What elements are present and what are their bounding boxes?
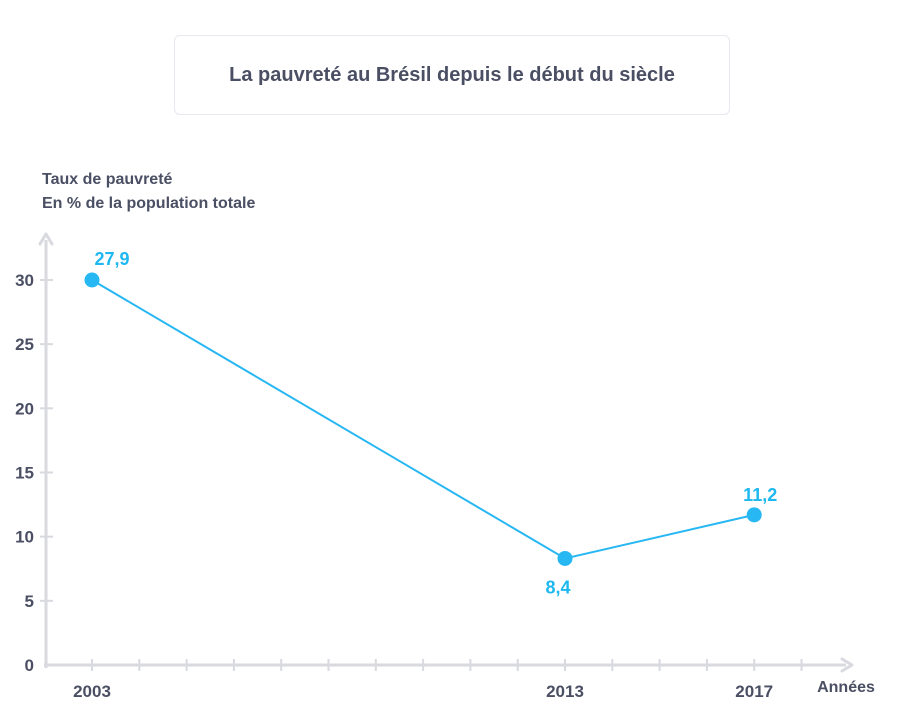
x-axis-arrow <box>840 657 854 673</box>
data-point <box>557 550 573 566</box>
x-tick-label: 2003 <box>73 682 111 701</box>
data-label: 8,4 <box>545 577 570 597</box>
y-tick-label: 15 <box>15 464 34 483</box>
chart-title: La pauvreté au Brésil depuis le début du… <box>229 63 675 86</box>
y-axis-label-line1: Taux de pauvreté <box>42 171 173 188</box>
series-line <box>91 279 755 560</box>
data-label: 27,9 <box>94 249 129 269</box>
y-tick-label: 10 <box>15 528 34 547</box>
y-tick-label: 20 <box>15 399 34 418</box>
y-tick-label: 5 <box>25 592 34 611</box>
y-axis-label-line2: En % de la population totale <box>42 195 256 212</box>
y-tick-label: 0 <box>25 656 34 675</box>
y-tick-label: 30 <box>15 271 34 290</box>
x-axis-label: Années <box>817 679 875 696</box>
x-tick-label: 2017 <box>735 682 773 701</box>
y-axis-arrow <box>38 232 54 246</box>
data-point <box>84 272 100 288</box>
x-tick-label: 2013 <box>546 682 584 701</box>
data-label: 11,2 <box>743 485 777 505</box>
chart-title-box: La pauvreté au Brésil depuis le début du… <box>174 35 730 115</box>
data-point <box>746 507 762 523</box>
y-tick-label: 25 <box>15 335 34 354</box>
